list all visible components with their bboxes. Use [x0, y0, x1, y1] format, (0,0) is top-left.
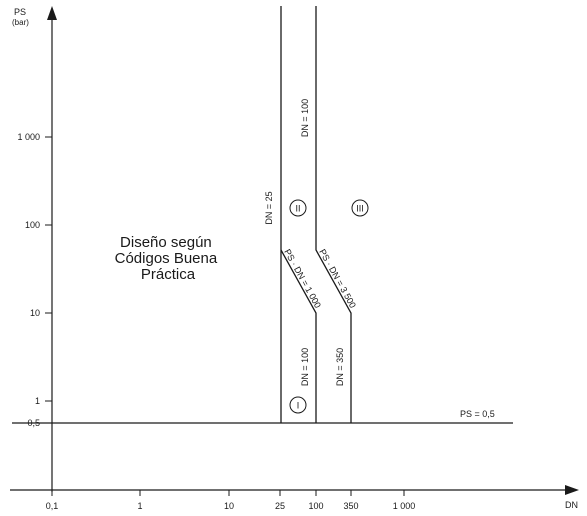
dn-350-label: DN = 350 [335, 348, 345, 386]
ps-dn-3500-label: PS · DN = 3 500 [317, 247, 358, 309]
zone-text-line-2: Códigos Buena [115, 250, 218, 267]
category-ii-marker [289, 199, 307, 217]
category-i-marker [289, 396, 307, 414]
y-tick-label: 1 [35, 396, 40, 406]
dn-25-label: DN = 25 [264, 191, 274, 224]
ps-dn-3500-boundary [315, 6, 352, 423]
x-axis-arrow [565, 485, 579, 495]
x-tick-label: 100 [308, 501, 323, 511]
category-ii-label: II [295, 204, 300, 214]
x-tick-label: 1 [137, 501, 142, 511]
x-axis-title: DN [565, 500, 578, 510]
y-tick-label: 10 [30, 308, 40, 318]
category-i-label: I [297, 401, 300, 411]
x-tick-label: 1 000 [393, 501, 416, 511]
zone-text-line-3: Práctica [141, 266, 196, 283]
x-tick-label: 10 [224, 501, 234, 511]
category-iii-marker [351, 199, 369, 217]
y-tick-label: 1 000 [17, 132, 40, 142]
ps-dn-1000-label: PS · DN = 1 000 [282, 247, 323, 309]
ps-0-5-label: PS = 0,5 [460, 409, 495, 419]
y-axis-unit: (bar) [12, 18, 29, 27]
ps-dn-1000-boundary [280, 249, 317, 423]
dn-100-top-label: DN = 100 [300, 99, 310, 137]
y-axis-title: PS [14, 7, 26, 17]
y-axis-arrow [47, 6, 57, 20]
sound-engineering-practice-text: Diseño según Códigos Buena Práctica [115, 234, 222, 283]
zone-text-line-1: Diseño según [120, 234, 212, 251]
x-tick-label: 0,1 [46, 501, 59, 511]
x-tick-label: 25 [275, 501, 285, 511]
x-tick-label: 350 [343, 501, 358, 511]
dn-100-bottom-label: DN = 100 [300, 348, 310, 386]
y-tick-label: 100 [25, 220, 40, 230]
category-iii-label: III [356, 204, 364, 214]
